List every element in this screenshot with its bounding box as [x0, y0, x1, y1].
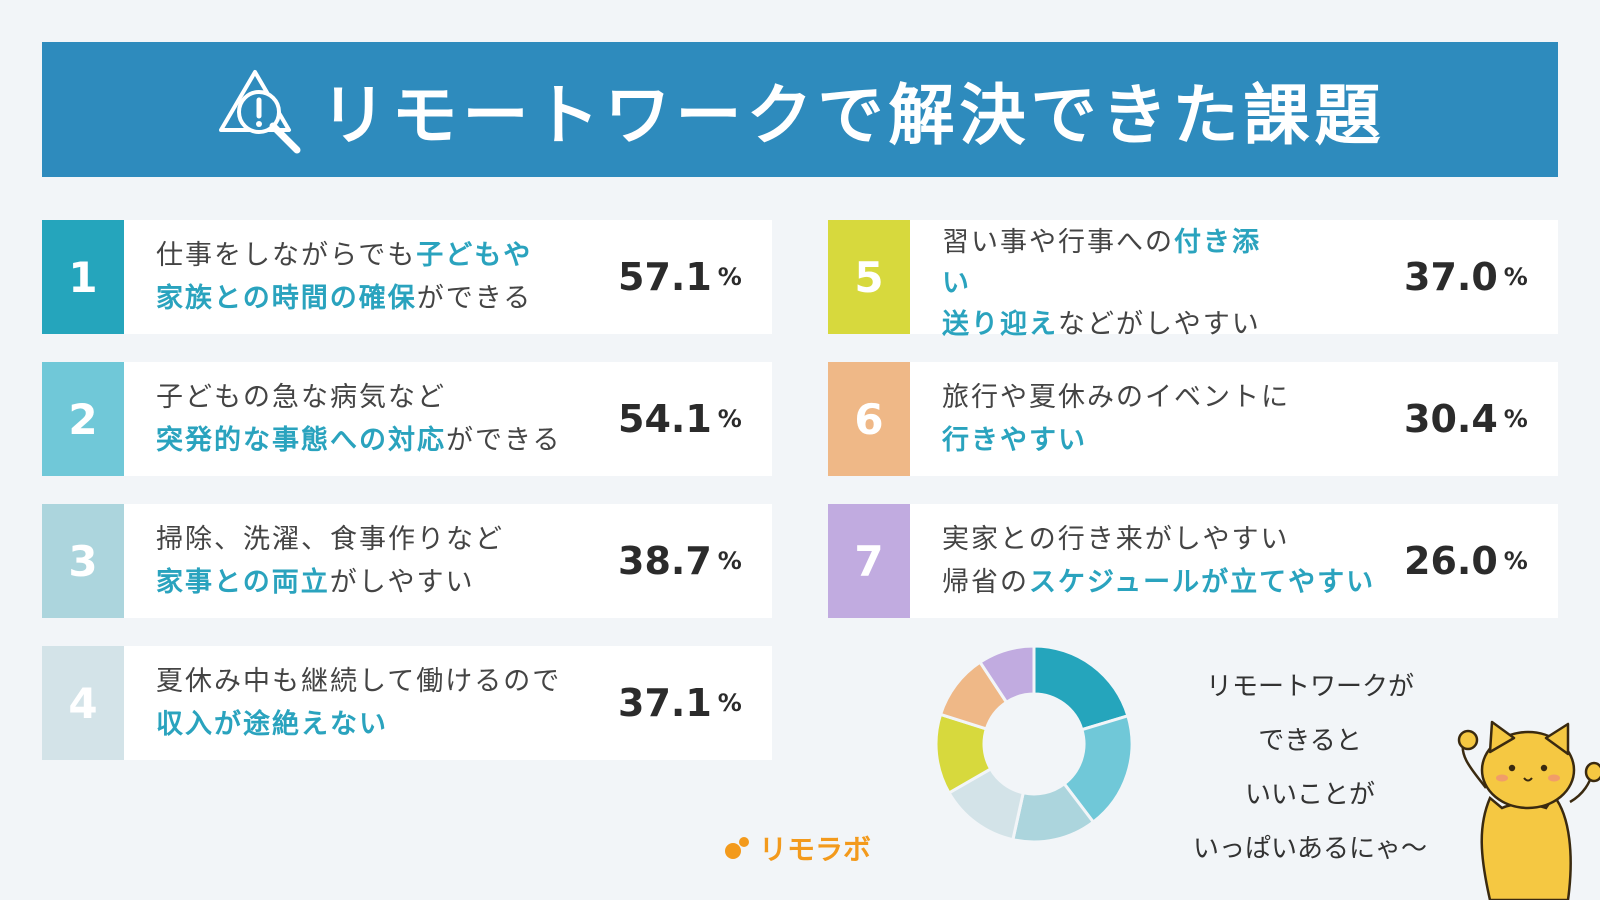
item-text-plain: 帰省の: [942, 567, 1029, 598]
logo-text: リモラボ: [759, 833, 872, 866]
item-text-plain: 旅行や夏休みのイベントに: [942, 382, 1290, 413]
percent-unit: %: [717, 547, 742, 575]
item-text: 習い事や行事への付き添 い 送り迎えなどがしやすい: [942, 222, 1261, 345]
percent-number: 26.0: [1404, 539, 1498, 583]
percent-number: 37.0: [1404, 255, 1498, 299]
percent-number: 54.1: [618, 397, 712, 441]
cat-mascot-icon: [1457, 720, 1600, 900]
percent-unit: %: [1503, 405, 1528, 433]
item-text-highlight: 家事との両立: [156, 567, 330, 598]
percent-number: 30.4: [1404, 397, 1498, 441]
item-text-highlight: 家族との時間の確保: [156, 283, 417, 314]
rank-badge: 7: [828, 504, 910, 618]
rank-badge: 3: [42, 504, 124, 618]
percent-unit: %: [717, 689, 742, 717]
item-text: 子どもの急な病気など 突発的な事態への対応ができる: [156, 362, 561, 476]
list-item: 3 掃除、洗濯、食事作りなど 家事との両立がしやすい 38.7%: [42, 504, 772, 618]
percent-value: 37.1%: [618, 646, 742, 760]
item-text: 仕事をしながらでも子どもや 家族との時間の確保ができる: [156, 220, 532, 334]
list-item: 1 仕事をしながらでも子どもや 家族との時間の確保ができる 57.1%: [42, 220, 772, 334]
item-text-plain: などがしやすい: [1058, 309, 1261, 340]
item-text-highlight: 送り迎え: [942, 309, 1058, 340]
list-item: 4 夏休み中も継続して働けるので 収入が途絶えない 37.1%: [42, 646, 772, 760]
speech-line: いいことが: [1244, 780, 1375, 810]
donut-slice: [1032, 644, 1130, 732]
item-text-plain: ができる: [446, 425, 562, 456]
item-text-highlight: 子どもや: [416, 240, 533, 271]
percent-value: 57.1%: [618, 220, 742, 334]
logo-mark-icon: [725, 837, 753, 859]
percent-unit: %: [717, 263, 742, 291]
item-text-highlight: 突発的な事態への対応: [156, 425, 446, 456]
percent-value: 30.4%: [1404, 362, 1528, 476]
title-banner: リモートワークで解決できた課題: [42, 42, 1558, 177]
list-item: 5 習い事や行事への付き添 い 送り迎えなどがしやすい 37.0%: [828, 220, 1558, 340]
warning-search-icon: [218, 69, 300, 153]
item-text-plain: 子どもの急な病気など: [156, 382, 446, 413]
donut-slice: [978, 644, 1036, 705]
item-text-highlight: 付き添: [1174, 227, 1261, 258]
percent-unit: %: [1503, 263, 1528, 291]
item-text: 夏休み中も継続して働けるので 収入が途絶えない: [156, 646, 561, 760]
percent-value: 38.7%: [618, 504, 742, 618]
rank-badge: 5: [828, 220, 910, 334]
item-text-plain: がしやすい: [329, 567, 475, 598]
logo: リモラボ: [725, 828, 871, 868]
list-item: 7 実家との行き来がしやすい 帰省のスケジュールが立てやすい 26.0%: [828, 504, 1558, 618]
item-text: 掃除、洗濯、食事作りなど 家事との両立がしやすい: [156, 504, 504, 618]
item-text-plain: ができる: [416, 283, 533, 314]
item-text-plain: 仕事をしながらでも: [156, 240, 417, 271]
speech-line: リモートワークが: [1205, 672, 1414, 702]
page-title: リモートワークで解決できた課題: [320, 76, 1386, 154]
item-text-plain: 習い事や行事への: [942, 227, 1174, 258]
item-text-highlight: 収入が途絶えない: [156, 709, 388, 740]
percent-number: 38.7: [618, 539, 712, 583]
speech-line: いっぱいあるにゃ〜: [1192, 834, 1427, 864]
item-text: 旅行や夏休みのイベントに 行きやすい: [942, 362, 1290, 476]
percent-value: 37.0%: [1404, 220, 1528, 334]
rank-badge: 4: [42, 646, 124, 760]
speech-line: できると: [1258, 726, 1362, 756]
speech-text: リモートワークが できると いいことが いっぱいあるにゃ〜: [1160, 660, 1460, 876]
item-text: 実家との行き来がしやすい 帰省のスケジュールが立てやすい: [942, 504, 1375, 618]
item-text-highlight: い: [942, 268, 971, 299]
item-text-plain: 掃除、洗濯、食事作りなど: [156, 524, 504, 555]
percent-value: 26.0%: [1404, 504, 1528, 618]
rank-badge: 2: [42, 362, 124, 476]
donut-chart: [934, 644, 1134, 844]
list-item: 6 旅行や夏休みのイベントに 行きやすい 30.4%: [828, 362, 1558, 476]
item-text-highlight: スケジュールが立てやすい: [1029, 567, 1376, 598]
percent-number: 37.1: [618, 681, 712, 725]
item-text-plain: 実家との行き来がしやすい: [942, 524, 1290, 555]
percent-unit: %: [1503, 547, 1528, 575]
item-text-highlight: 行きやすい: [942, 425, 1087, 456]
percent-value: 54.1%: [618, 362, 742, 476]
rank-badge: 1: [42, 220, 124, 334]
list-item: 2 子どもの急な病気など 突発的な事態への対応ができる 54.1%: [42, 362, 772, 476]
item-text-plain: 夏休み中も継続して働けるので: [156, 666, 562, 697]
percent-number: 57.1: [618, 255, 712, 299]
rank-badge: 6: [828, 362, 910, 476]
percent-unit: %: [717, 405, 742, 433]
